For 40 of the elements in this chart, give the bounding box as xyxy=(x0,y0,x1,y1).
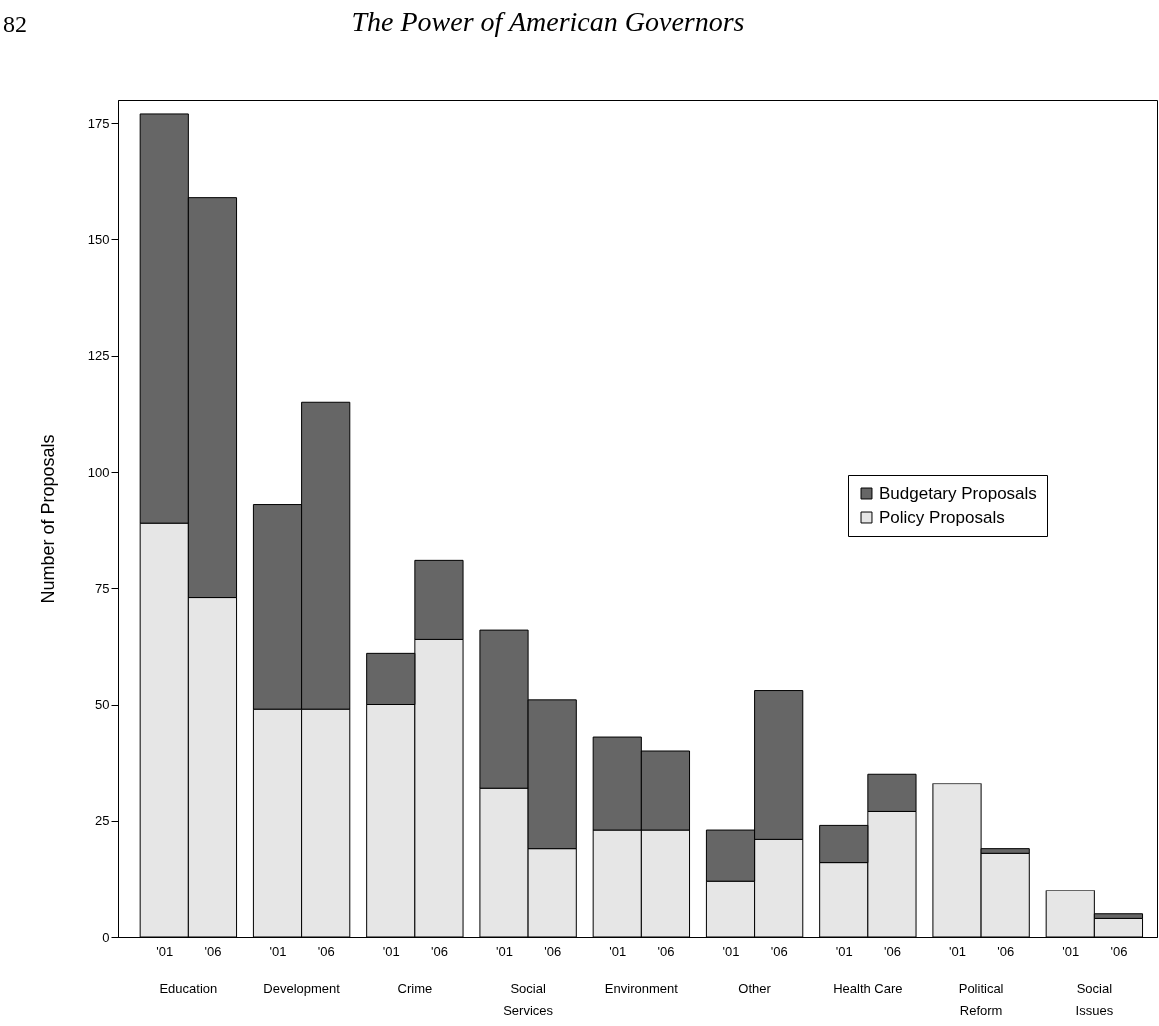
y-tick-label: 100 xyxy=(87,464,110,480)
x-tick-label: '06 xyxy=(204,943,222,959)
x-tick-label: '01 xyxy=(835,943,853,959)
x-tick-label: '06 xyxy=(883,943,901,959)
text: Social Services xyxy=(503,981,554,1018)
text: Social Issues xyxy=(1075,981,1114,1018)
y-tick-label: 150 xyxy=(87,232,110,247)
text: Crime xyxy=(397,981,433,996)
x-tick-label: '06 xyxy=(317,943,335,959)
chart-title: The Power of American Governors xyxy=(351,6,745,37)
x-tick-label: '06 xyxy=(997,943,1015,959)
x-tick-label: '06 xyxy=(544,943,562,959)
text: Education xyxy=(159,981,218,996)
y-tick-label: 0 xyxy=(102,929,110,945)
x-tick-label: '01 xyxy=(1062,943,1080,959)
text: Development xyxy=(263,981,341,996)
x-tick-label: '06 xyxy=(770,943,788,959)
x-tick-label: '01 xyxy=(722,943,740,959)
text: Environment xyxy=(604,981,679,996)
text: Health Care xyxy=(833,981,903,996)
y-tick-label: 175 xyxy=(87,115,110,131)
x-tick-label: '01 xyxy=(496,943,513,959)
y-tick-label: 50 xyxy=(95,697,110,712)
x-tick-label: '01 xyxy=(382,943,400,959)
y-tick-label: 125 xyxy=(87,348,110,364)
text: Political Reform xyxy=(958,981,1004,1018)
text: Other xyxy=(738,981,772,996)
y-axis-title: Number of Proposals xyxy=(37,434,58,604)
legend-label: Budgetary Proposals xyxy=(879,483,1037,503)
text: 82 xyxy=(3,11,27,37)
y-tick-label: 75 xyxy=(95,580,110,596)
x-tick-label: '06 xyxy=(430,943,448,959)
x-tick-label: '01 xyxy=(269,943,287,959)
x-tick-label: '01 xyxy=(609,943,627,959)
x-tick-label: '06 xyxy=(1110,943,1128,959)
x-tick-label: '01 xyxy=(156,943,174,959)
x-tick-label: '06 xyxy=(657,943,675,959)
legend-label: Policy Proposals xyxy=(879,507,1005,527)
x-tick-label: '01 xyxy=(949,943,966,959)
y-tick-label: 25 xyxy=(95,813,110,829)
